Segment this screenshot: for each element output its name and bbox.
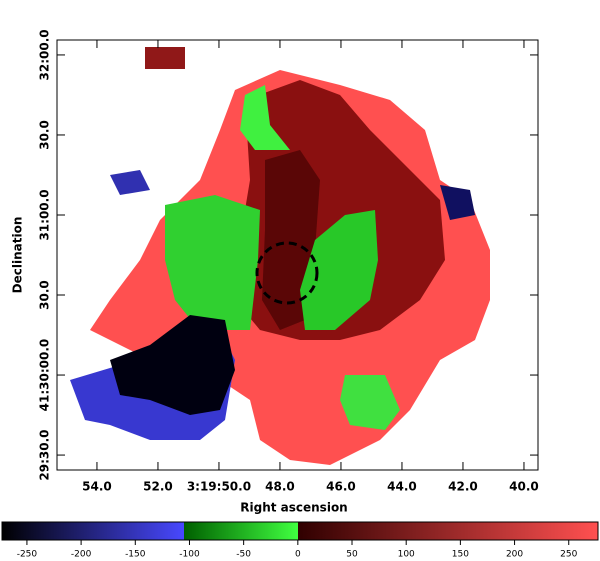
colorbar: -250 -200 -150 -100 -50 0 50 100 150 200 250 (1, 521, 599, 560)
y-tick-label: 41:30:00.0 (38, 339, 52, 412)
colorbar-tick-label: 100 (398, 550, 415, 560)
region-green-right (300, 210, 378, 330)
y-tick-label: 31:00.0 (38, 189, 52, 240)
region-topleft (145, 47, 185, 69)
x-tick-label: 42.0 (448, 480, 478, 494)
colorbar-tick-label: 150 (452, 550, 469, 560)
x-tick-label: 40.0 (509, 480, 539, 494)
colorbar-tick-label: -50 (236, 550, 251, 560)
colorbar-tick-label: 0 (295, 550, 301, 560)
x-tick-label: 52.0 (143, 480, 173, 494)
x-tick-label: 44.0 (387, 480, 417, 494)
y-tick-label: 30.0 (38, 280, 52, 310)
x-tick-label: 54.0 (82, 480, 112, 494)
velocity-map (70, 47, 490, 465)
region-black (110, 315, 235, 415)
region-green-bottom (340, 375, 400, 430)
y-tick-label: 32:00.0 (38, 29, 52, 80)
x-axis-label: Right ascension (240, 501, 347, 515)
colorbar-tick-label: 200 (506, 550, 523, 560)
beam-circle (255, 241, 319, 305)
colorbar-tick-label: 250 (560, 550, 577, 560)
colorbar-fill (1, 521, 599, 541)
colorbar-tick-label: -200 (71, 550, 92, 560)
y-axis-label: Declination (11, 217, 25, 294)
region-green-left (165, 195, 260, 330)
plot-frame (56, 39, 539, 471)
region-blue-right (440, 185, 475, 220)
colorbar-tick-label: -150 (125, 550, 146, 560)
x-tick-label: 48.0 (265, 480, 295, 494)
y-tick-label: 29:30.0 (38, 430, 52, 481)
x-tick-label: 3:19:50.0 (187, 480, 251, 494)
x-tick-label: 46.0 (326, 480, 356, 494)
region-blue-top (110, 170, 150, 195)
colorbar-tick-label: 50 (346, 550, 358, 560)
colorbar-tick-label: -250 (17, 550, 38, 560)
colorbar-tick-label: -100 (179, 550, 200, 560)
y-tick-label: 30.0 (38, 120, 52, 150)
region-green-top (240, 85, 290, 150)
